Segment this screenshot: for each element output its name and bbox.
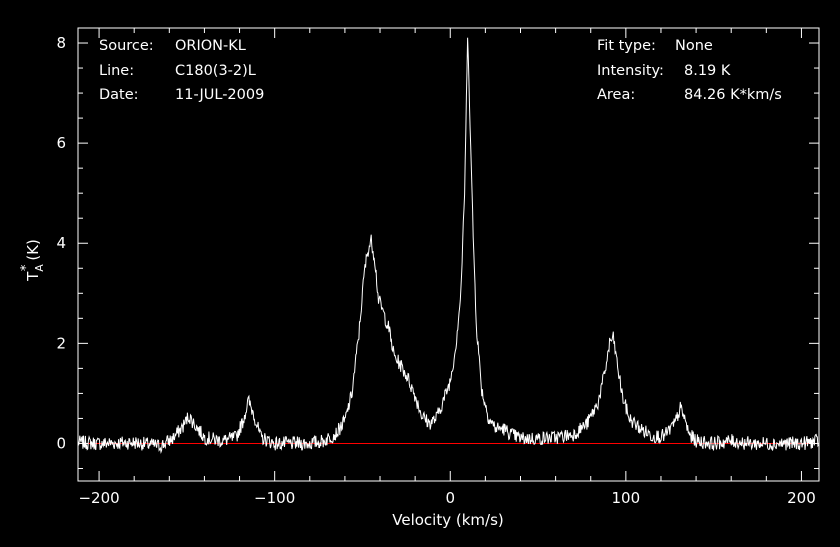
y-axis-label-sup: * (19, 264, 34, 271)
x-tick-label: −100 (254, 489, 295, 507)
y-axis-label: TA* (K) (19, 239, 46, 282)
x-tick-label: 100 (612, 489, 641, 507)
y-tick-label: 0 (56, 434, 66, 452)
y-axis-label-sub: A (33, 264, 46, 272)
spectrum-line (77, 37, 820, 454)
date-label: Date: (99, 87, 139, 103)
area-label: Area: (597, 87, 635, 103)
fit-type-value: None (675, 38, 713, 54)
y-axis-label-main: T (24, 271, 42, 282)
y-tick-label: 8 (56, 34, 66, 52)
intensity-label: Intensity: (597, 63, 664, 79)
y-tick-label: 2 (56, 334, 66, 352)
x-tick-label: 0 (445, 489, 455, 507)
date-value: 11-JUL-2009 (175, 87, 264, 103)
x-tick-label: −200 (78, 489, 119, 507)
plot-frame (77, 27, 820, 482)
y-axis-label-unit: (K) (24, 239, 42, 261)
y-tick-label: 6 (56, 134, 66, 152)
line-label: Line: (99, 63, 134, 79)
area-value: 84.26 K*km/s (684, 87, 782, 103)
x-axis-label: Velocity (km/s) (392, 511, 503, 529)
y-tick-label: 4 (56, 234, 66, 252)
source-label: Source: (99, 38, 154, 54)
line-value: C180(3-2)L (175, 63, 256, 79)
chart-marks: −200 −100 0 100 200 0 2 4 6 8 (56, 27, 820, 507)
intensity-value: 8.19 K (684, 63, 731, 79)
fit-type-label: Fit type: (597, 38, 656, 54)
x-tick-label: 200 (787, 489, 816, 507)
source-value: ORION-KL (175, 38, 246, 54)
